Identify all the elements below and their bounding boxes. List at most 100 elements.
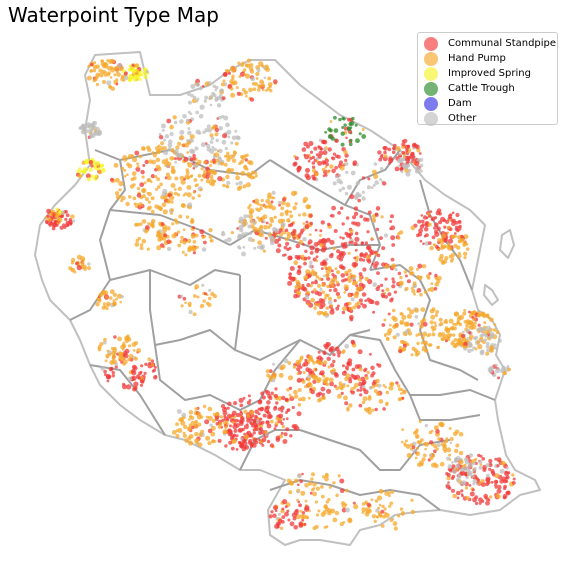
waterpoint-marker [160,141,165,146]
waterpoint-marker [192,251,196,255]
waterpoint-marker [212,294,217,299]
waterpoint-marker [228,71,231,75]
waterpoint-marker [321,290,325,294]
waterpoint-marker [249,63,254,68]
waterpoint-marker [467,348,472,354]
waterpoint-marker [257,400,263,405]
waterpoint-marker [252,431,256,435]
waterpoint-marker [446,225,451,230]
waterpoint-marker [317,291,323,297]
waterpoint-marker [138,154,143,159]
waterpoint-marker [232,439,237,444]
waterpoint-marker [367,279,373,285]
waterpoint-marker [84,158,90,164]
waterpoint-marker [188,410,194,415]
waterpoint-marker [286,231,291,236]
legend-label: Cattle Trough [448,83,515,94]
waterpoint-marker [361,502,366,506]
waterpoint-marker [118,188,122,192]
waterpoint-marker [495,346,499,350]
waterpoint-marker [304,515,309,520]
waterpoint-marker [262,249,266,253]
waterpoint-marker [361,381,366,386]
waterpoint-marker [197,174,202,178]
waterpoint-marker [251,219,255,224]
waterpoint-marker [314,302,318,306]
waterpoint-marker [95,160,101,166]
waterpoint-marker [463,320,468,324]
waterpoint-marker [210,238,214,243]
waterpoint-marker [321,245,327,251]
waterpoint-marker [272,196,276,200]
waterpoint-marker [402,389,407,395]
waterpoint-marker [490,480,494,484]
waterpoint-marker [319,287,323,291]
waterpoint-marker [359,386,363,390]
waterpoint-marker [188,418,191,421]
waterpoint-marker [141,187,147,194]
waterpoint-marker [248,160,254,166]
waterpoint-marker [259,224,264,229]
waterpoint-marker [380,292,386,298]
waterpoint-marker [309,271,313,275]
waterpoint-marker [196,295,200,299]
waterpoint-marker [344,191,349,196]
waterpoint-marker [194,438,200,444]
waterpoint-marker [190,149,196,154]
waterpoint-marker [239,71,246,77]
waterpoint-marker [190,233,196,239]
waterpoint-marker [134,74,140,79]
waterpoint-marker [293,510,299,515]
waterpoint-marker [427,212,431,216]
waterpoint-marker [122,79,126,82]
waterpoint-marker [377,285,381,289]
legend-marker-dam [424,96,438,111]
waterpoint-marker [132,387,137,392]
waterpoint-marker [387,147,392,152]
waterpoint-marker [309,221,314,226]
waterpoint-marker [439,321,444,327]
waterpoint-marker [431,235,436,240]
waterpoint-marker [275,437,281,443]
waterpoint-marker [132,183,136,187]
waterpoint-marker [383,507,387,511]
waterpoint-marker [296,372,300,376]
waterpoint-marker [406,343,410,347]
waterpoint-marker [108,367,114,372]
waterpoint-marker [162,146,167,151]
waterpoint-marker [135,238,140,243]
waterpoint-marker [197,194,201,198]
waterpoint-marker [106,80,112,86]
waterpoint-marker [68,266,73,271]
waterpoint-marker [467,462,473,468]
waterpoint-marker [353,293,359,299]
waterpoint-marker [411,445,416,450]
waterpoint-marker [352,501,356,505]
waterpoint-marker [171,222,175,226]
waterpoint-marker [446,456,451,461]
waterpoint-marker [187,440,194,446]
waterpoint-marker [267,393,272,399]
waterpoint-marker [435,429,440,434]
waterpoint-marker [407,307,411,311]
waterpoint-marker [197,159,202,165]
waterpoint-marker [157,237,162,242]
waterpoint-marker [322,374,326,378]
waterpoint-marker [322,274,326,278]
waterpoint-marker [214,96,219,101]
waterpoint-marker [249,421,253,425]
waterpoint-marker [497,376,500,380]
waterpoint-marker [296,411,302,417]
waterpoint-marker [231,413,235,417]
waterpoint-marker [464,473,468,477]
waterpoint-marker [206,124,211,129]
waterpoint-marker [421,457,426,462]
waterpoint-marker [174,176,179,181]
waterpoint-marker [317,350,321,354]
waterpoint-marker [292,236,296,240]
waterpoint-marker [430,429,434,433]
waterpoint-marker [402,162,406,167]
waterpoint-marker [355,221,361,227]
waterpoint-marker [489,495,493,499]
waterpoint-marker [261,83,266,88]
